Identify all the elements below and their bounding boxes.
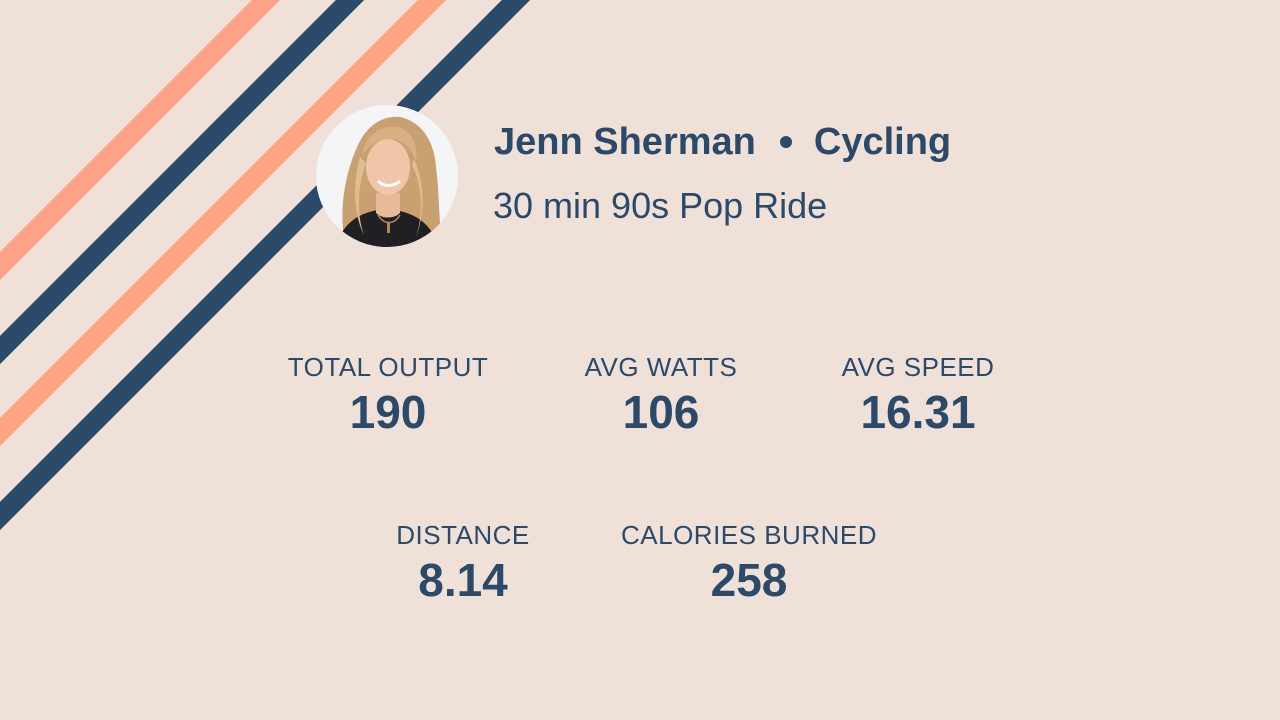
stat-calories-burned: CALORIES BURNED 258 (608, 520, 890, 606)
instructor-heading: Jenn Sherman Cycling (494, 120, 951, 164)
stat-value: 106 (622, 386, 700, 438)
stripe-navy-1 (0, 0, 365, 365)
stat-value: 8.14 (418, 554, 508, 606)
stat-distance: DISTANCE 8.14 (382, 520, 544, 606)
stat-label: AVG SPEED (841, 352, 995, 382)
stat-value: 16.31 (860, 386, 976, 438)
stat-value: 190 (349, 386, 427, 438)
instructor-name: Jenn Sherman (494, 120, 756, 163)
stat-label: AVG WATTS (584, 352, 738, 382)
discipline-label: Cycling (813, 120, 952, 163)
instructor-avatar (316, 105, 458, 247)
stat-avg-watts: AVG WATTS 106 (556, 352, 766, 438)
stat-label: DISTANCE (396, 520, 530, 550)
stat-label: CALORIES BURNED (621, 520, 877, 550)
bullet-dot-icon (779, 136, 792, 148)
stat-total-output: TOTAL OUTPUT 190 (270, 352, 506, 438)
stripe-salmon-2 (0, 0, 447, 447)
stripe-salmon-1 (0, 0, 281, 281)
stat-value: 258 (710, 554, 788, 606)
stat-label: TOTAL OUTPUT (287, 352, 489, 382)
stat-avg-speed: AVG SPEED 16.31 (818, 352, 1018, 438)
instructor-photo-icon (316, 105, 458, 247)
stripe-navy-2 (0, 0, 531, 531)
class-title: 30 min 90s Pop Ride (493, 185, 828, 226)
